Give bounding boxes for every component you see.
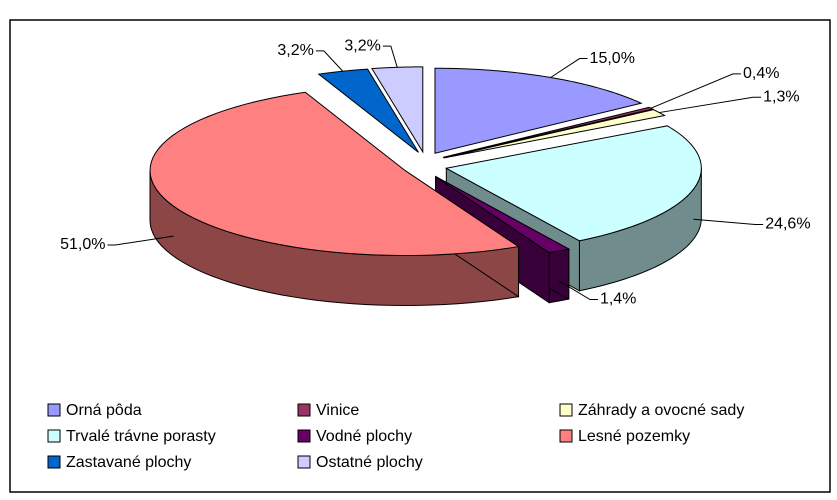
leader-line xyxy=(650,73,741,109)
slice xyxy=(443,109,666,159)
legend-swatch xyxy=(297,455,311,469)
legend-label: Ostatné plochy xyxy=(316,454,423,471)
leader-line xyxy=(693,218,764,225)
data-label: 15,0% xyxy=(590,50,635,67)
legend-swatch xyxy=(47,403,61,417)
slice xyxy=(435,176,571,254)
slice xyxy=(434,67,643,154)
legend-swatch xyxy=(559,429,573,443)
slice xyxy=(442,106,655,158)
legend-label: Vinice xyxy=(316,402,359,419)
data-label: 1,3% xyxy=(763,88,799,105)
legend-label: Trvalé trávne porasty xyxy=(66,428,216,445)
leader-line xyxy=(382,45,398,68)
legend-label: Záhrady a ovocné sady xyxy=(578,402,744,419)
legend-swatch xyxy=(47,455,61,469)
legend-swatch xyxy=(559,403,573,417)
data-label: 51,0% xyxy=(60,236,105,253)
legend-swatch xyxy=(297,429,311,443)
leader-line xyxy=(550,58,588,78)
data-label: 3,2% xyxy=(277,42,313,59)
slice xyxy=(149,91,520,257)
legend-label: Lesné pozemky xyxy=(578,428,690,445)
data-label: 0,4% xyxy=(743,65,779,82)
data-label: 24,6% xyxy=(765,216,810,233)
legend-label: Vodné plochy xyxy=(316,428,412,445)
legend-swatch xyxy=(47,429,61,443)
data-label: 3,2% xyxy=(344,37,380,54)
slice xyxy=(444,125,702,242)
legend-label: Orná pôda xyxy=(66,402,142,419)
leader-line xyxy=(107,235,174,246)
leader-line xyxy=(558,280,598,301)
leader-line xyxy=(659,96,762,114)
leader-line xyxy=(315,50,344,72)
data-label: 1,4% xyxy=(600,291,636,308)
legend-label: Zastavané plochy xyxy=(66,454,191,471)
legend-swatch xyxy=(297,403,311,417)
